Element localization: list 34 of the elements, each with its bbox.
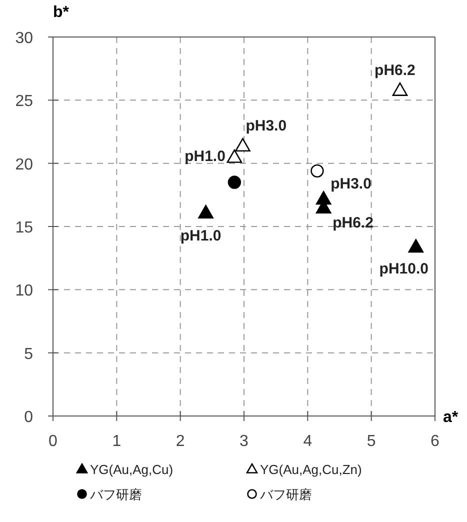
annotation: pH1.0: [180, 228, 222, 245]
y-tick-label: 25: [15, 93, 34, 110]
y-tick-label: 30: [15, 30, 34, 47]
y-axis-title: b*: [53, 4, 70, 21]
y-tick-label: 5: [24, 346, 34, 363]
y-tick-label: 15: [15, 220, 34, 236]
y-tick-label: 20: [15, 156, 34, 174]
x-tick-label: 6: [430, 433, 440, 450]
y-tick-label: 10: [15, 282, 34, 300]
annotation: pH3.0: [330, 176, 372, 193]
annotation: pH6.2: [332, 214, 374, 232]
legend-label: YG(Au,Ag,Cu): [90, 462, 174, 477]
point: [228, 176, 242, 189]
legend-label: バフ研磨: [259, 487, 312, 502]
x-tick-label: 2: [176, 433, 185, 450]
x-axis-title: a*: [443, 409, 459, 426]
x-tick-label: 1: [112, 433, 122, 450]
legend-label: バフ研磨: [89, 487, 142, 502]
y-tick-label: 0: [24, 409, 34, 426]
point: [310, 164, 324, 178]
point: [226, 149, 242, 163]
point: [198, 204, 214, 219]
annotation: pH3.0: [246, 118, 287, 135]
legend-label: YG(Au,Ag,Cu,Zn): [260, 462, 362, 477]
annotation: pH1.0: [184, 148, 226, 166]
annotation: pH6.2: [374, 62, 416, 80]
annotation: pH10.0: [379, 260, 428, 278]
point: [235, 138, 250, 152]
x-tick-label: 3: [240, 433, 249, 450]
point: [408, 239, 424, 253]
x-tick-label: 4: [303, 433, 312, 450]
point: [392, 82, 408, 96]
x-tick-label: 5: [366, 433, 376, 450]
x-tick-label: 0: [48, 433, 58, 450]
